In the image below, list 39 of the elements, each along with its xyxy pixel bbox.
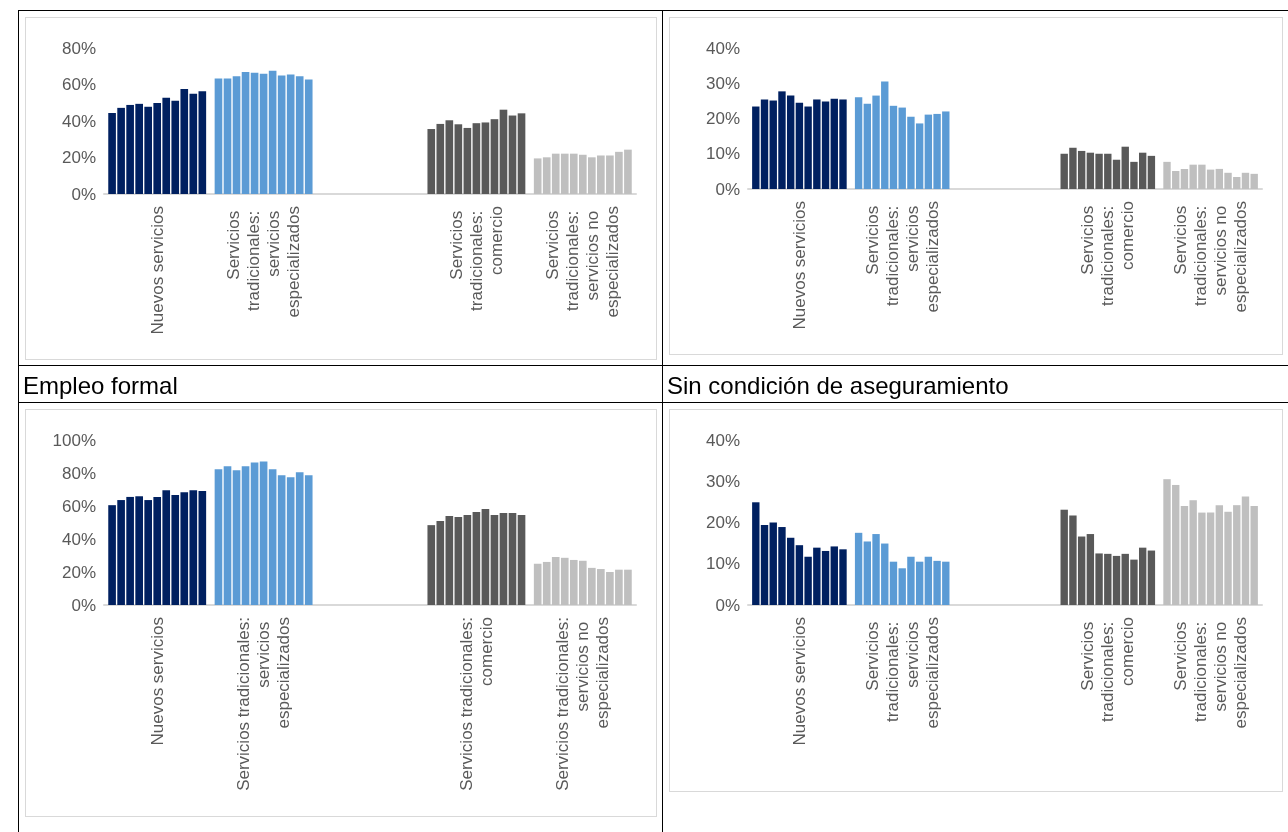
chart-title: Empleo formal xyxy=(19,365,662,403)
chart-title: Sin condición de aseguramiento xyxy=(663,365,1288,403)
x-tick-label: Nuevos servicios xyxy=(789,617,809,746)
y-tick-label: 40% xyxy=(61,111,96,131)
y-tick-label: 60% xyxy=(61,496,96,516)
y-tick-label: 30% xyxy=(705,471,740,491)
x-tick-label: Servicios tradicionales: comercio xyxy=(446,206,506,311)
y-tick-label: 0% xyxy=(715,595,740,615)
y-tick-label: 100% xyxy=(52,430,96,450)
y-tick-label: 20% xyxy=(61,562,96,582)
y-tick-label: 80% xyxy=(61,463,96,483)
y-tick-label: 10% xyxy=(705,144,740,164)
y-tick-label: 0% xyxy=(715,179,740,199)
x-tick-label: Servicios tradicionales: servicios no especializados xyxy=(1171,617,1251,729)
x-tick-label: Servicios tradicionales: servicios especializados xyxy=(862,617,942,729)
x-tick-label: Servicios tradicionales: comercio xyxy=(1078,617,1138,722)
x-tick-label: Servicios tradicionales: comercio xyxy=(456,617,496,791)
y-tick-label: 10% xyxy=(705,554,740,574)
x-tick-label: Nuevos servicios xyxy=(147,206,167,335)
y-tick-label: 40% xyxy=(705,430,740,450)
y-tick-label: 80% xyxy=(61,38,96,58)
y-tick-label: 20% xyxy=(705,513,740,532)
y-tick-label: 60% xyxy=(61,75,96,94)
x-tick-label: Servicios tradicionales: servicios especializados xyxy=(224,206,304,318)
y-tick-label: 30% xyxy=(705,73,740,93)
x-tick-label: Servicios tradicionales: servicios no especializados xyxy=(543,206,623,318)
x-tick-label: Servicios tradicionales: servicios especializados xyxy=(234,617,294,791)
y-tick-label: 0% xyxy=(71,184,96,204)
x-tick-label: Servicios tradicionales: comercio xyxy=(1078,201,1138,306)
y-tick-label: 0% xyxy=(71,595,96,615)
y-tick-label: 40% xyxy=(705,38,740,58)
x-tick-label: Servicios tradicionales: servicios no especializados xyxy=(1171,201,1251,313)
x-tick-label: Servicios tradicionales: servicios no especializados xyxy=(553,617,613,791)
y-tick-label: 20% xyxy=(705,109,740,128)
y-tick-label: 20% xyxy=(61,148,96,167)
x-tick-label: Nuevos servicios xyxy=(147,617,167,746)
y-tick-label: 40% xyxy=(61,529,96,549)
x-tick-label: Nuevos servicios xyxy=(789,201,809,330)
x-tick-label: Servicios tradicionales: servicios especializados xyxy=(862,201,942,313)
